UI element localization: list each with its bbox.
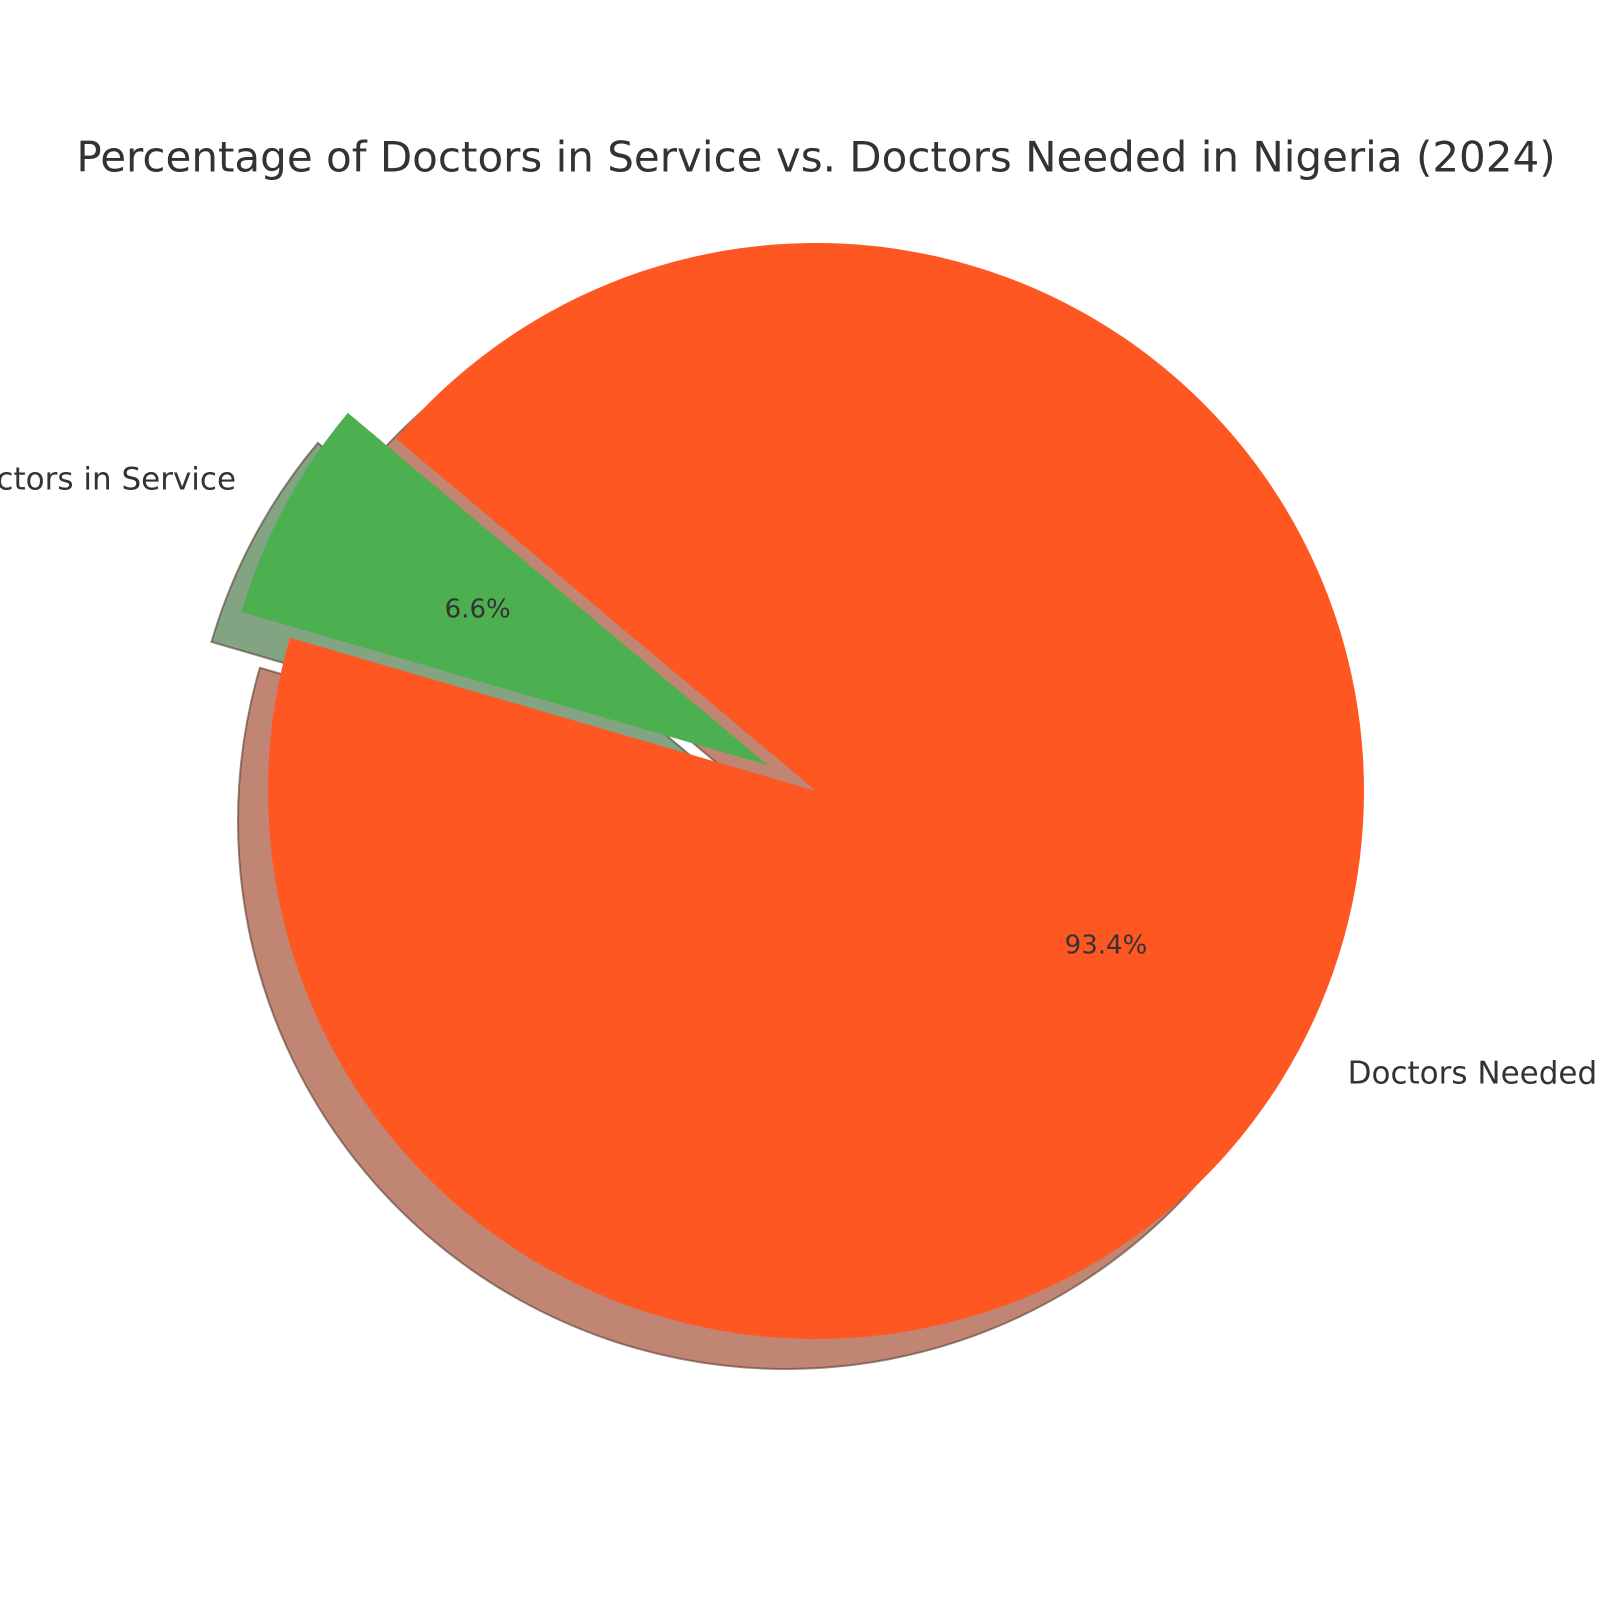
value-label: 6.6% [445,595,511,625]
wedge [268,243,1365,1339]
wedge [241,412,768,766]
chart-title: Percentage of Doctors in Service vs. Doc… [76,133,1555,182]
slice-label: Doctors Needed [1348,1056,1598,1092]
value-label: 93.4% [1065,930,1148,960]
slice-label: Doctors in Service [0,462,236,498]
